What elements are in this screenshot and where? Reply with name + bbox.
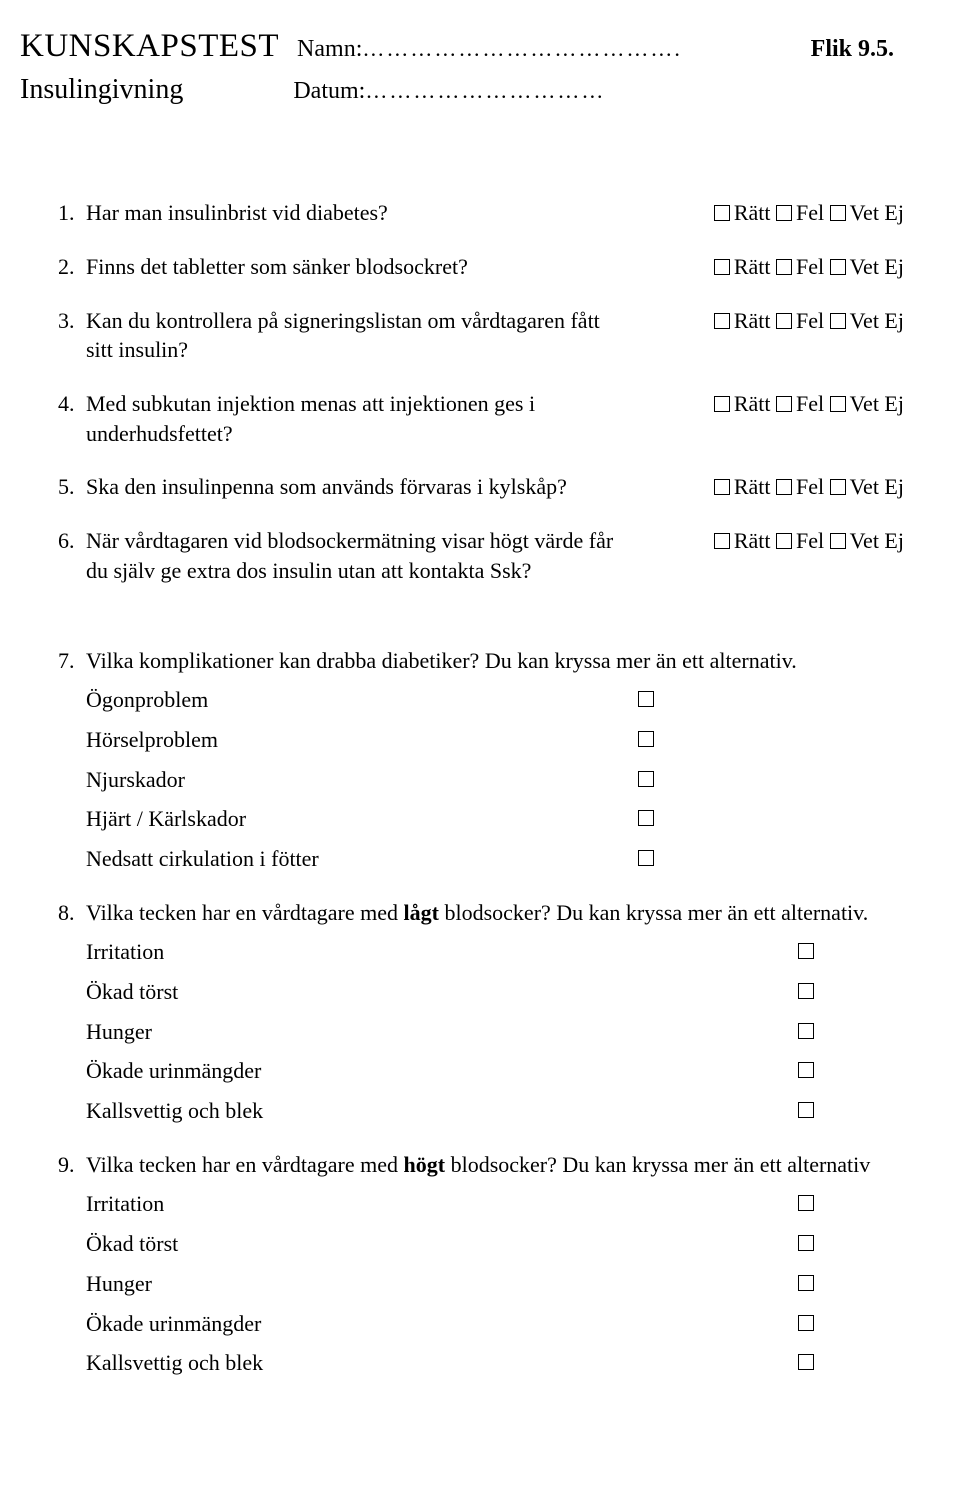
question-3: Kan du kontrollera på signeringslistan o… bbox=[80, 306, 904, 365]
q8-opt-3: Ökade urinmängder bbox=[86, 1056, 261, 1086]
checkbox-fel[interactable] bbox=[776, 533, 792, 549]
question-7: Vilka komplikationer kan drabba diabetik… bbox=[80, 646, 904, 874]
q8-options: Irritation Ökad törst Hunger Ökade urinm… bbox=[86, 937, 904, 1125]
checkbox-vetej[interactable] bbox=[830, 205, 846, 221]
header-line-2: Insulingivning Datum:………………………… bbox=[20, 71, 904, 109]
checkbox-option[interactable] bbox=[798, 1315, 814, 1331]
header-line-1: KUNSKAPSTEST Namn:…………………………………. Flik 9.… bbox=[20, 24, 904, 69]
checkbox-vetej[interactable] bbox=[830, 313, 846, 329]
answer-group-3: Rätt Fel Vet Ej bbox=[714, 306, 904, 336]
checkbox-fel[interactable] bbox=[776, 479, 792, 495]
q9-opt-4: Kallsvettig och blek bbox=[86, 1348, 263, 1378]
date-field: Datum:………………………… bbox=[293, 75, 605, 107]
question-7-text: Vilka komplikationer kan drabba diabetik… bbox=[86, 648, 797, 673]
q9-opt-1: Ökad törst bbox=[86, 1229, 178, 1259]
checkbox-option[interactable] bbox=[638, 691, 654, 707]
name-dots[interactable]: …………………………………. bbox=[362, 36, 682, 61]
q9-opt-2: Hunger bbox=[86, 1269, 152, 1299]
question-5-text: Ska den insulinpenna som används förvara… bbox=[86, 472, 626, 502]
checkbox-option[interactable] bbox=[798, 1235, 814, 1251]
checkbox-ratt[interactable] bbox=[714, 313, 730, 329]
checkbox-option[interactable] bbox=[798, 1023, 814, 1039]
checkbox-ratt[interactable] bbox=[714, 205, 730, 221]
q7-opt-3: Hjärt / Kärlskador bbox=[86, 804, 246, 834]
checkbox-option[interactable] bbox=[638, 771, 654, 787]
q7-opt-2: Njurskador bbox=[86, 765, 185, 795]
q8-opt-1: Ökad törst bbox=[86, 977, 178, 1007]
subtitle: Insulingivning bbox=[20, 71, 183, 109]
question-8-text: Vilka tecken har en vårdtagare med lågt … bbox=[86, 900, 868, 925]
checkbox-ratt[interactable] bbox=[714, 533, 730, 549]
answer-group-5: Rätt Fel Vet Ej bbox=[714, 472, 904, 502]
question-6: När vårdtagaren vid blodsockermätning vi… bbox=[80, 526, 904, 585]
q9-opt-0: Irritation bbox=[86, 1189, 164, 1219]
checkbox-vetej[interactable] bbox=[830, 479, 846, 495]
q8-opt-4: Kallsvettig och blek bbox=[86, 1096, 263, 1126]
question-8: Vilka tecken har en vårdtagare med lågt … bbox=[80, 898, 904, 1126]
answer-group-4: Rätt Fel Vet Ej bbox=[714, 389, 904, 419]
checkbox-option[interactable] bbox=[798, 1195, 814, 1211]
checkbox-ratt[interactable] bbox=[714, 479, 730, 495]
q9-opt-3: Ökade urinmängder bbox=[86, 1309, 261, 1339]
q7-opt-1: Hörselproblem bbox=[86, 725, 218, 755]
question-3-text: Kan du kontrollera på signeringslistan o… bbox=[86, 306, 626, 365]
question-2-text: Finns det tabletter som sänker blodsockr… bbox=[86, 252, 626, 282]
checkbox-fel[interactable] bbox=[776, 205, 792, 221]
question-list: Har man insulinbrist vid diabetes? Rätt … bbox=[20, 198, 904, 1378]
question-1-text: Har man insulinbrist vid diabetes? bbox=[86, 198, 626, 228]
checkbox-option[interactable] bbox=[798, 1062, 814, 1078]
q7-opt-4: Nedsatt cirkulation i fötter bbox=[86, 844, 319, 874]
q9-options: Irritation Ökad törst Hunger Ökade urinm… bbox=[86, 1189, 904, 1377]
answer-group-2: Rätt Fel Vet Ej bbox=[714, 252, 904, 282]
checkbox-option[interactable] bbox=[798, 1102, 814, 1118]
name-label: Namn: bbox=[297, 36, 362, 62]
answer-group-1: Rätt Fel Vet Ej bbox=[714, 198, 904, 228]
checkbox-ratt[interactable] bbox=[714, 396, 730, 412]
checkbox-option[interactable] bbox=[798, 1354, 814, 1370]
checkbox-ratt[interactable] bbox=[714, 259, 730, 275]
checkbox-fel[interactable] bbox=[776, 313, 792, 329]
question-1: Har man insulinbrist vid diabetes? Rätt … bbox=[80, 198, 904, 228]
title: KUNSKAPSTEST bbox=[20, 24, 279, 69]
q8-opt-2: Hunger bbox=[86, 1017, 152, 1047]
checkbox-option[interactable] bbox=[798, 983, 814, 999]
name-field: Namn:…………………………………. bbox=[297, 33, 682, 65]
question-4: Med subkutan injektion menas att injekti… bbox=[80, 389, 904, 448]
checkbox-fel[interactable] bbox=[776, 259, 792, 275]
question-2: Finns det tabletter som sänker blodsockr… bbox=[80, 252, 904, 282]
q7-opt-0: Ögonproblem bbox=[86, 685, 208, 715]
question-9-text: Vilka tecken har en vårdtagare med högt … bbox=[86, 1152, 870, 1177]
checkbox-option[interactable] bbox=[798, 943, 814, 959]
checkbox-vetej[interactable] bbox=[830, 396, 846, 412]
checkbox-option[interactable] bbox=[798, 1275, 814, 1291]
question-9: Vilka tecken har en vårdtagare med högt … bbox=[80, 1150, 904, 1378]
checkbox-option[interactable] bbox=[638, 731, 654, 747]
checkbox-option[interactable] bbox=[638, 850, 654, 866]
question-4-text: Med subkutan injektion menas att injekti… bbox=[86, 389, 626, 448]
answer-group-6: Rätt Fel Vet Ej bbox=[714, 526, 904, 556]
checkbox-option[interactable] bbox=[638, 810, 654, 826]
q8-opt-0: Irritation bbox=[86, 937, 164, 967]
checkbox-vetej[interactable] bbox=[830, 259, 846, 275]
question-6-text: När vårdtagaren vid blodsockermätning vi… bbox=[86, 526, 626, 585]
question-5: Ska den insulinpenna som används förvara… bbox=[80, 472, 904, 502]
date-label: Datum: bbox=[293, 78, 365, 104]
flik-label: Flik 9.5. bbox=[811, 33, 904, 65]
date-dots[interactable]: ………………………… bbox=[365, 78, 605, 103]
page: KUNSKAPSTEST Namn:…………………………………. Flik 9.… bbox=[0, 0, 960, 1442]
checkbox-vetej[interactable] bbox=[830, 533, 846, 549]
q7-options: Ögonproblem Hörselproblem Njurskador Hjä… bbox=[86, 685, 904, 873]
checkbox-fel[interactable] bbox=[776, 396, 792, 412]
